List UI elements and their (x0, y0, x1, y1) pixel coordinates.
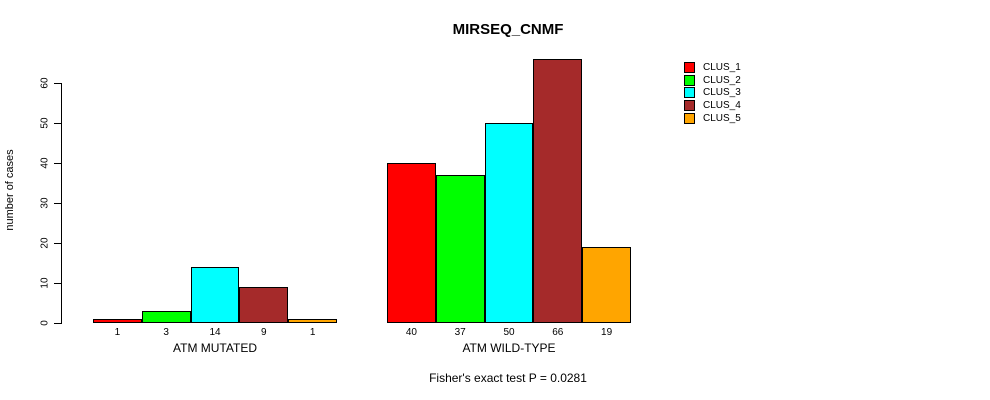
y-axis-tick (54, 123, 61, 124)
legend-swatch (684, 74, 695, 86)
bar-value-label: 3 (163, 327, 169, 338)
bar-value-label: 9 (261, 327, 267, 338)
legend-label: CLUS_1 (703, 62, 741, 73)
group-label: ATM MUTATED (173, 341, 257, 355)
y-axis-tick (54, 243, 61, 244)
bar (533, 59, 583, 323)
y-axis-tick-label: 10 (39, 277, 51, 289)
bar-value-label: 37 (454, 327, 466, 338)
legend-label: CLUS_3 (703, 87, 741, 99)
bar-value-label: 50 (503, 327, 515, 338)
y-axis-tick-label: 60 (39, 77, 51, 89)
legend-swatch (684, 62, 695, 73)
y-axis-tick-label: 30 (39, 197, 51, 209)
bar (93, 319, 142, 323)
chart-title: MIRSEQ_CNMF (452, 21, 564, 38)
y-axis-title: number of cases (4, 149, 16, 231)
y-axis-tick-label: 0 (39, 320, 51, 326)
bar-value-label: 40 (405, 327, 417, 338)
bar-value-label: 1 (114, 327, 121, 338)
bar (387, 163, 436, 323)
y-axis-tick (54, 203, 61, 204)
legend-swatch (684, 87, 695, 99)
legend-label: CLUS_5 (703, 112, 741, 124)
legend-label: CLUS_4 (703, 100, 741, 112)
legend-swatch (684, 100, 695, 112)
y-axis-tick-label: 20 (39, 237, 51, 249)
bar (435, 175, 485, 323)
y-axis-tick (54, 323, 61, 324)
bar (484, 123, 534, 323)
bar (239, 287, 289, 323)
y-axis-line (61, 83, 62, 324)
y-axis-tick-label: 40 (39, 157, 51, 169)
bar (141, 311, 191, 323)
bar (288, 319, 337, 323)
group-label: ATM WILD-TYPE (462, 341, 556, 355)
bar (190, 267, 240, 323)
bar-value-label: 19 (601, 327, 613, 338)
bar (582, 247, 631, 323)
y-axis-tick (54, 163, 61, 164)
bar-value-label: 14 (209, 327, 221, 338)
legend-label: CLUS_2 (703, 74, 741, 86)
bar-value-label: 66 (552, 327, 564, 338)
y-axis-tick (54, 283, 61, 284)
y-axis-tick-label: 50 (39, 117, 51, 129)
legend-swatch (684, 112, 695, 124)
y-axis-tick (54, 83, 61, 84)
bar-value-label: 1 (309, 327, 316, 338)
annotation-text: Fisher's exact test P = 0.0281 (429, 371, 587, 385)
